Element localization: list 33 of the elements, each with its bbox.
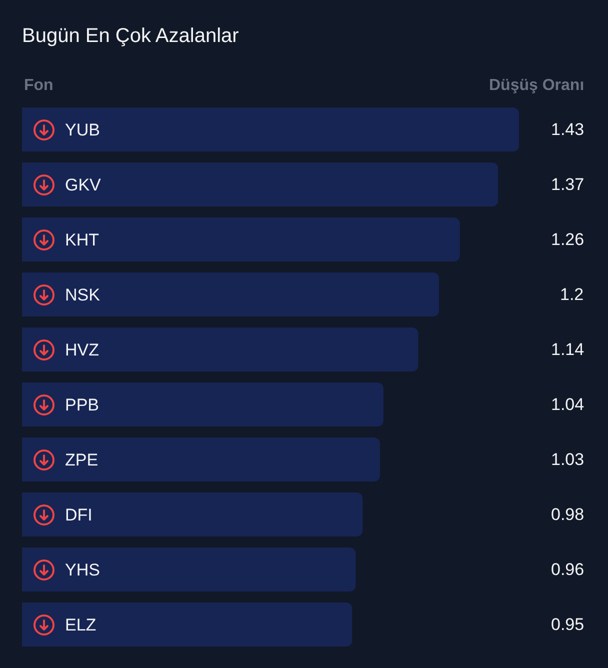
x-axis-title: Düşüş Oranı: [489, 77, 584, 94]
y-tick-label: DFI: [65, 505, 92, 524]
data-label: 1.14: [551, 340, 584, 359]
data-label: 0.98: [551, 505, 584, 524]
bar: [22, 108, 519, 152]
bar: [22, 218, 460, 262]
y-tick-label: KHT: [65, 230, 99, 250]
bar: [22, 382, 384, 426]
bar: [22, 272, 440, 316]
bar: [22, 548, 356, 592]
bar: [22, 328, 418, 372]
data-label: 1.43: [551, 120, 584, 139]
data-label: 0.96: [551, 560, 584, 579]
y-tick-label: YUB: [65, 120, 100, 140]
y-tick-label: HVZ: [65, 340, 99, 360]
y-tick-label: ELZ: [65, 615, 96, 634]
y-tick-label: ZPE: [65, 450, 98, 470]
y-axis-title: Fon: [24, 77, 54, 94]
bar: [22, 438, 380, 482]
data-label: 1.37: [551, 175, 584, 194]
bar: [22, 602, 352, 646]
y-tick-label: NSK: [65, 285, 101, 304]
data-label: 1.04: [551, 395, 584, 414]
bar: [22, 162, 498, 206]
data-label: 0.95: [551, 615, 584, 634]
bar: [22, 492, 363, 536]
y-tick-label: PPB: [65, 395, 100, 414]
chart-title: Bugün En Çok Azalanlar: [22, 25, 240, 47]
data-label: 1.2: [560, 285, 584, 304]
y-tick-label: GKV: [65, 175, 102, 194]
y-tick-label: YHS: [65, 560, 100, 580]
data-label: 1.03: [551, 450, 584, 469]
data-label: 1.26: [551, 230, 584, 249]
